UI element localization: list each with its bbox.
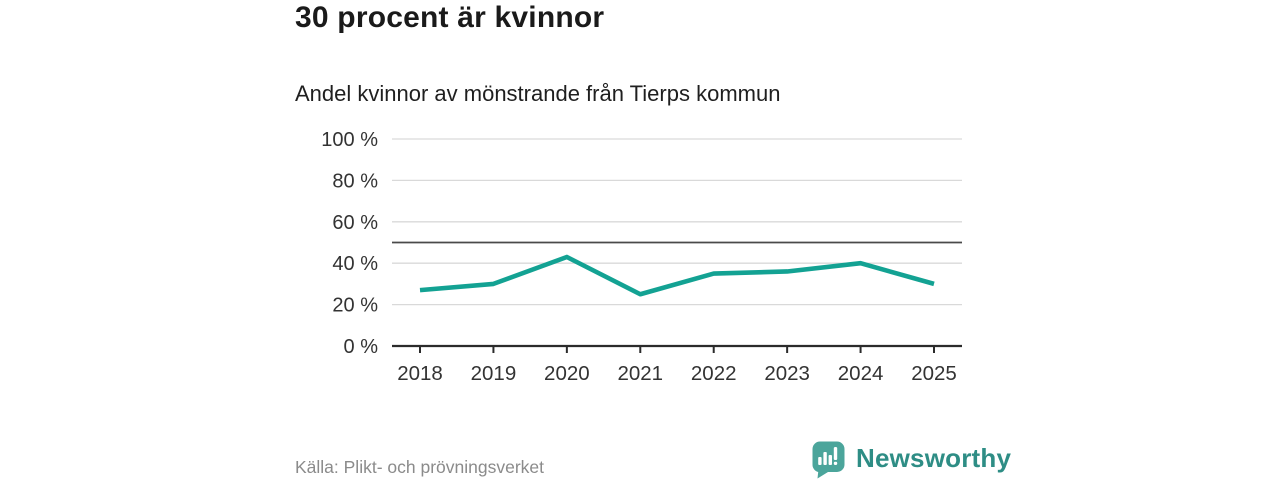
y-tick-label: 20 % bbox=[332, 295, 378, 317]
logo-exclamation-bar bbox=[833, 447, 838, 460]
y-tick-label: 100 % bbox=[321, 129, 378, 151]
logo-bar-2 bbox=[823, 452, 827, 465]
x-tick-label: 2020 bbox=[544, 362, 590, 385]
chart-title: 30 procent är kvinnor bbox=[295, 1, 605, 34]
series-line bbox=[419, 254, 935, 297]
y-tick-label: 60 % bbox=[332, 212, 378, 234]
x-tick-label: 2025 bbox=[911, 362, 957, 385]
x-tick-label: 2023 bbox=[764, 362, 810, 385]
x-tick-label: 2021 bbox=[617, 362, 663, 385]
logo-bar-3 bbox=[828, 455, 832, 465]
newsworthy-logo-icon bbox=[812, 441, 845, 479]
logo-bubble bbox=[812, 441, 845, 479]
logo-exclamation-dot bbox=[833, 461, 838, 465]
x-tick-label: 2024 bbox=[838, 362, 884, 385]
x-tick-label: 2018 bbox=[397, 362, 443, 385]
brand-name: Newsworthy bbox=[856, 443, 1012, 473]
y-tick-label: 0 % bbox=[344, 336, 379, 358]
y-tick-label: 40 % bbox=[332, 253, 378, 275]
logo-bar-1 bbox=[818, 457, 822, 465]
y-tick-label: 80 % bbox=[332, 170, 378, 192]
source-note: Källa: Plikt- och prövningsverket bbox=[295, 457, 544, 477]
x-tick-label: 2022 bbox=[691, 362, 737, 385]
brand-lockup: Newsworthy bbox=[812, 441, 1011, 479]
x-tick-label: 2019 bbox=[471, 362, 517, 385]
chart-subtitle: Andel kvinnor av mönstrande från Tierps … bbox=[295, 81, 781, 106]
